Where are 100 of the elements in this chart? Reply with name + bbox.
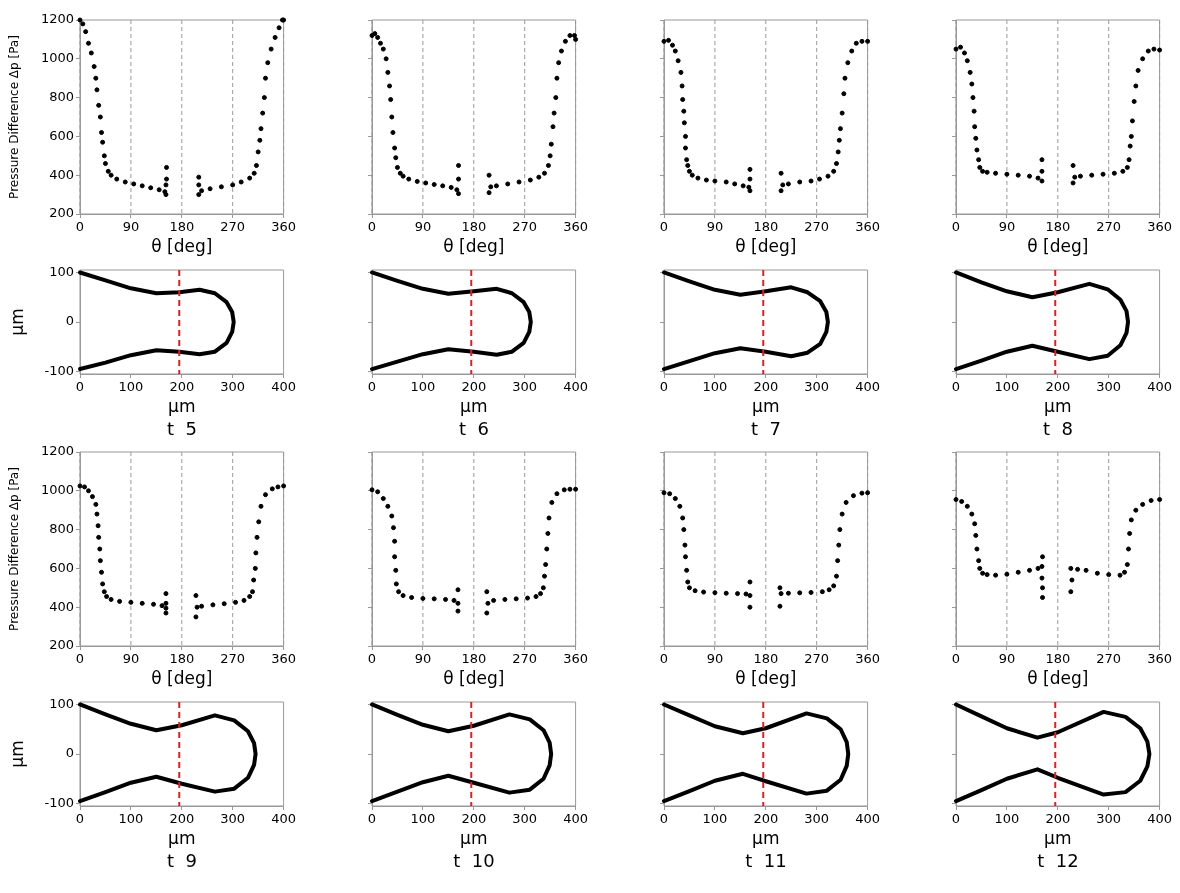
- y-tick-label: 1000: [40, 482, 74, 498]
- x-axis-title: θ [deg]: [443, 236, 505, 257]
- x-tick-label: 270: [512, 651, 538, 667]
- x-tick-label: 400: [563, 379, 589, 395]
- x-tick-label: 300: [220, 811, 246, 827]
- x-tick-label: 300: [804, 379, 830, 395]
- text: t 6: [458, 418, 490, 440]
- x-axis-title: θ [deg]: [443, 668, 505, 689]
- y-axis-title: Pressure Difference Δp [Pa]: [7, 467, 22, 631]
- text: t 9: [166, 850, 198, 872]
- x-axis-title: θ [deg]: [735, 668, 797, 689]
- x-tick-label: 180: [169, 651, 195, 667]
- x-tick-label: 90: [706, 651, 724, 667]
- text: t 8: [1042, 418, 1074, 440]
- x-tick-label: 180: [753, 651, 779, 667]
- x-tick-label: 200: [461, 379, 487, 395]
- x-tick-label: 0: [659, 379, 669, 395]
- y-tick-label: 0: [65, 745, 74, 761]
- x-tick-label: 180: [461, 219, 487, 235]
- x-tick-label: 0: [951, 379, 961, 395]
- x-tick-label: 0: [659, 219, 669, 235]
- x-tick-label: 90: [414, 219, 432, 235]
- x-tick-label: 200: [1045, 379, 1071, 395]
- x-tick-label: 360: [563, 651, 589, 667]
- x-tick-label: 270: [1096, 651, 1122, 667]
- x-tick-label: 300: [1096, 379, 1122, 395]
- x-tick-label: 180: [461, 651, 487, 667]
- x-tick-label: 100: [994, 379, 1020, 395]
- x-tick-label: 360: [271, 651, 297, 667]
- x-tick-label: 0: [951, 651, 961, 667]
- x-tick-label: 360: [1147, 651, 1173, 667]
- x-tick-label: 180: [753, 219, 779, 235]
- y-tick-label: 0: [65, 313, 74, 329]
- x-tick-label: 0: [75, 651, 85, 667]
- x-tick-label: 270: [512, 219, 538, 235]
- y-axis-title: Pressure Difference Δp [Pa]: [7, 35, 22, 199]
- x-axis-title: θ [deg]: [1027, 668, 1089, 689]
- x-axis-title: μm: [460, 396, 488, 417]
- y-tick-label: 1200: [40, 443, 74, 459]
- x-tick-label: 400: [563, 811, 589, 827]
- x-tick-label: 0: [367, 379, 377, 395]
- x-tick-label: 0: [367, 651, 377, 667]
- x-tick-label: 270: [220, 219, 246, 235]
- y-tick-label: 1000: [40, 50, 74, 66]
- x-tick-label: 100: [702, 379, 728, 395]
- x-tick-label: 0: [659, 651, 669, 667]
- x-tick-label: 180: [169, 219, 195, 235]
- x-tick-label: 300: [512, 379, 538, 395]
- x-tick-label: 100: [410, 811, 436, 827]
- text: t 7: [750, 418, 782, 440]
- x-tick-label: 300: [1096, 811, 1122, 827]
- text: t 11: [744, 850, 788, 872]
- x-tick-label: 90: [998, 651, 1016, 667]
- x-axis-title: μm: [460, 828, 488, 849]
- x-tick-label: 300: [804, 811, 830, 827]
- x-tick-label: 270: [1096, 219, 1122, 235]
- x-tick-label: 0: [75, 219, 85, 235]
- x-axis-title: μm: [1044, 396, 1072, 417]
- x-tick-label: 200: [1045, 811, 1071, 827]
- x-tick-label: 270: [804, 219, 830, 235]
- x-tick-label: 270: [804, 651, 830, 667]
- y-axis-title: μm: [6, 740, 27, 768]
- y-tick-label: 400: [49, 598, 74, 614]
- x-tick-label: 200: [753, 379, 779, 395]
- x-tick-label: 100: [702, 811, 728, 827]
- x-axis-title: μm: [752, 396, 780, 417]
- x-tick-label: 270: [220, 651, 246, 667]
- x-tick-label: 400: [1147, 811, 1173, 827]
- y-tick-label: 200: [49, 205, 74, 221]
- x-tick-label: 100: [410, 379, 436, 395]
- y-tick-label: -100: [44, 794, 74, 810]
- x-axis-title: μm: [752, 828, 780, 849]
- x-tick-label: 360: [563, 219, 589, 235]
- x-tick-label: 180: [1045, 219, 1071, 235]
- x-tick-label: 100: [994, 811, 1020, 827]
- x-tick-label: 0: [951, 811, 961, 827]
- x-tick-label: 200: [169, 379, 195, 395]
- x-tick-label: 0: [75, 811, 85, 827]
- x-tick-label: 360: [855, 651, 881, 667]
- y-tick-label: 400: [49, 166, 74, 182]
- x-axis-title: θ [deg]: [735, 236, 797, 257]
- x-tick-label: 90: [122, 651, 140, 667]
- x-tick-label: 90: [706, 219, 724, 235]
- x-tick-label: 300: [512, 811, 538, 827]
- y-tick-label: 100: [49, 695, 74, 711]
- x-tick-label: 200: [169, 811, 195, 827]
- text: t 10: [452, 850, 496, 872]
- y-tick-label: 600: [49, 559, 74, 575]
- text: t 5: [166, 418, 198, 440]
- x-tick-label: 200: [753, 811, 779, 827]
- x-tick-label: 100: [118, 379, 144, 395]
- y-tick-label: 1200: [40, 11, 74, 27]
- y-tick-label: 800: [49, 88, 74, 104]
- x-tick-label: 0: [951, 219, 961, 235]
- x-axis-title: μm: [168, 828, 196, 849]
- x-tick-label: 400: [855, 379, 881, 395]
- x-tick-label: 0: [75, 379, 85, 395]
- x-axis-title: θ [deg]: [151, 236, 213, 257]
- x-tick-label: 360: [855, 219, 881, 235]
- x-tick-label: 400: [1147, 379, 1173, 395]
